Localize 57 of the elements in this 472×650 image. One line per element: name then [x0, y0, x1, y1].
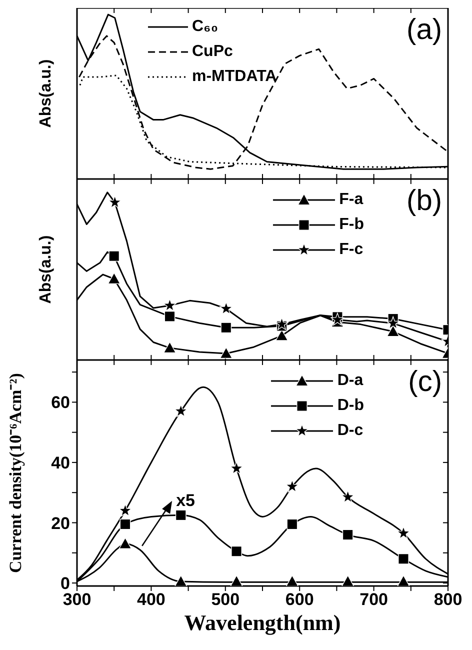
point [163, 342, 176, 354]
annotation: (b) [406, 185, 442, 218]
point [163, 298, 176, 312]
y-tick-label: 60 [51, 393, 70, 412]
x-tick-label: 700 [360, 590, 388, 610]
x-axis-title: Wavelength(nm) [184, 610, 341, 635]
legend-label: F-a [339, 190, 364, 208]
point [275, 329, 288, 341]
x-tick-label: 800 [434, 590, 462, 610]
point [230, 462, 244, 474]
point [118, 504, 132, 516]
y-tick-label: 20 [51, 514, 70, 533]
point [330, 312, 344, 326]
point [286, 575, 299, 586]
y-tick-label: 40 [51, 453, 70, 472]
point [230, 575, 243, 586]
point [286, 480, 299, 492]
legend-label: C₆₀ [192, 18, 218, 36]
point [174, 404, 188, 417]
legend-label: D-b [337, 396, 364, 414]
annotation: (a) [406, 14, 442, 47]
x-tick-label: 600 [285, 590, 314, 610]
point [286, 518, 298, 530]
point [164, 310, 176, 322]
point [398, 553, 409, 564]
point [108, 250, 120, 262]
legend-label: F-c [339, 240, 364, 258]
point [386, 325, 400, 337]
x-tick-label: 500 [211, 590, 240, 610]
point [341, 490, 354, 503]
y-axis-title: Abs(a.u.) [38, 59, 55, 128]
point [386, 316, 400, 329]
point [118, 537, 132, 549]
point [396, 526, 410, 539]
point [275, 317, 288, 330]
point [120, 518, 131, 530]
point [220, 347, 232, 359]
point [108, 272, 120, 284]
legend-label: D-c [337, 422, 364, 440]
legend-label: D-a [337, 372, 364, 390]
point [397, 575, 410, 586]
y-axis-title: Current density(10⁻⁶Acm⁻²) [6, 373, 26, 573]
y-axis-title: Abs(a.u.) [38, 235, 55, 304]
point [175, 510, 186, 521]
point [231, 546, 242, 557]
point [342, 529, 354, 540]
legend-label: F-b [339, 216, 364, 234]
point [220, 322, 232, 334]
point [341, 575, 354, 586]
point [108, 196, 122, 208]
annotation: x5 [176, 490, 195, 510]
annotation: (c) [408, 366, 442, 399]
legend-label: CuPc [192, 42, 233, 60]
point [220, 302, 233, 314]
point [174, 575, 188, 586]
legend-label: m-MTDATA [192, 68, 277, 86]
x-tick-label: 400 [137, 590, 166, 610]
